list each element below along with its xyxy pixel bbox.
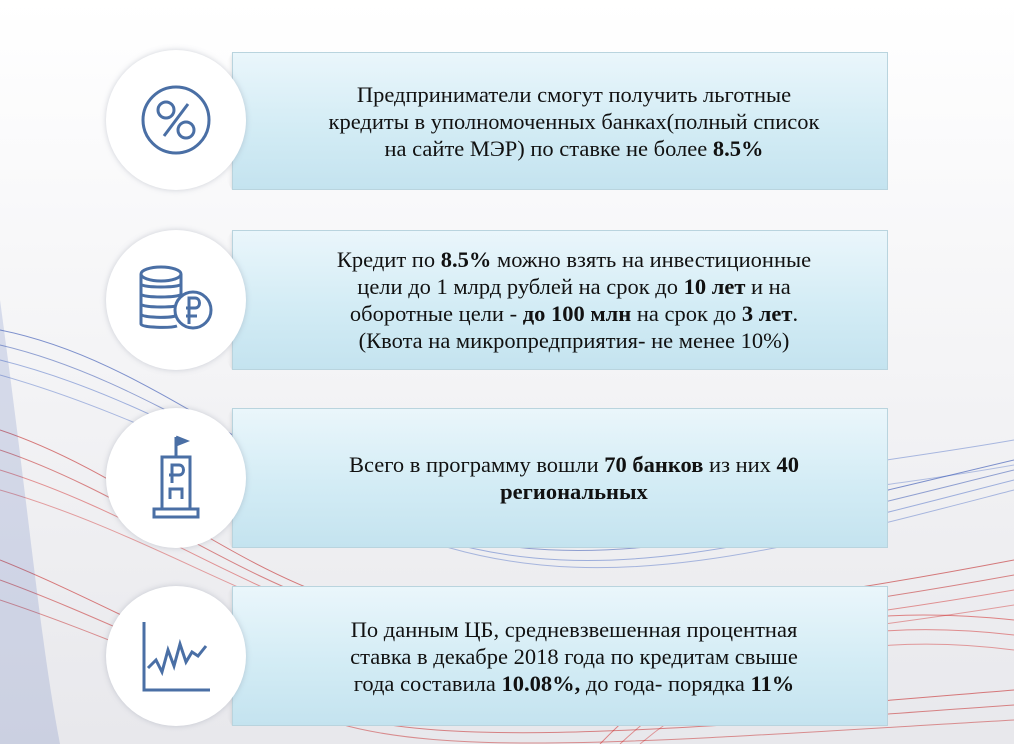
text-line: По данным ЦБ, средневзвешенная процентна… [350, 616, 798, 642]
highlight-value: до 100 млн [522, 301, 632, 326]
text-fragment: можно взять на инвестиционные [491, 247, 812, 272]
highlight-value: 8.5% [440, 247, 492, 272]
card-credit-terms: Кредит по 8.5% можно взять на инвестицио… [0, 230, 1014, 370]
card-banner: По данным ЦБ, средневзвешенная процентна… [232, 586, 888, 726]
highlight-value: 10 лет [683, 274, 746, 299]
icon-circle [106, 586, 246, 726]
highlight-value: 11% [750, 670, 795, 696]
text-fragment: на срок до [631, 301, 742, 326]
card-banner: Предприниматели смогут получить льготные… [232, 52, 888, 190]
percent-icon [141, 85, 211, 155]
card-text: Всего в программу вошли 70 банков из них… [273, 409, 875, 547]
card-rate: Предприниматели смогут получить льготные… [0, 50, 1014, 190]
text-fragment: . [792, 301, 799, 326]
bank-building-icon [152, 435, 200, 519]
text-line: Предприниматели смогут получить льготные [356, 81, 792, 107]
text-fragment: из них [703, 452, 777, 477]
text-fragment: Всего в программу вошли [348, 452, 605, 477]
highlight-value: 10.08%, [501, 670, 581, 696]
text-fragment: цели до 1 млрд рублей на срок до [357, 274, 684, 299]
highlight-value: региональных [500, 479, 648, 504]
card-text: Кредит по 8.5% можно взять на инвестицио… [273, 231, 875, 369]
text-fragment: года составила [353, 670, 502, 696]
icon-circle [106, 50, 246, 190]
card-text: По данным ЦБ, средневзвешенная процентна… [273, 587, 875, 725]
highlight-value: 8.5% [712, 135, 764, 161]
card-cb-data: По данным ЦБ, средневзвешенная процентна… [0, 586, 1014, 726]
text-line: ставка в декабре 2018 года по кредитам с… [350, 643, 798, 669]
icon-circle [106, 230, 246, 370]
text-line: на сайте МЭР) по ставке не более [384, 135, 713, 161]
text-line: (Квота на микропредприятия- не менее 10%… [358, 328, 790, 353]
card-text: Предприниматели смогут получить льготные… [273, 53, 875, 189]
coins-ruble-icon [139, 265, 213, 330]
text-fragment: Кредит по [336, 247, 441, 272]
icon-circle [106, 408, 246, 548]
card-banner: Всего в программу вошли 70 банков из них… [232, 408, 888, 548]
text-fragment: оборотные цели - [349, 301, 523, 326]
chart-line-icon [142, 622, 210, 692]
card-banner: Кредит по 8.5% можно взять на инвестицио… [232, 230, 888, 370]
card-banks: Всего в программу вошли 70 банков из них… [0, 408, 1014, 548]
highlight-value: 70 банков [604, 452, 704, 477]
text-fragment: до года- порядка [580, 670, 751, 696]
text-fragment: и на [745, 274, 791, 299]
text-line: кредиты в уполномоченных банках(полный с… [328, 108, 820, 134]
highlight-value: 3 лет [741, 301, 793, 326]
highlight-value: 40 [776, 452, 800, 477]
